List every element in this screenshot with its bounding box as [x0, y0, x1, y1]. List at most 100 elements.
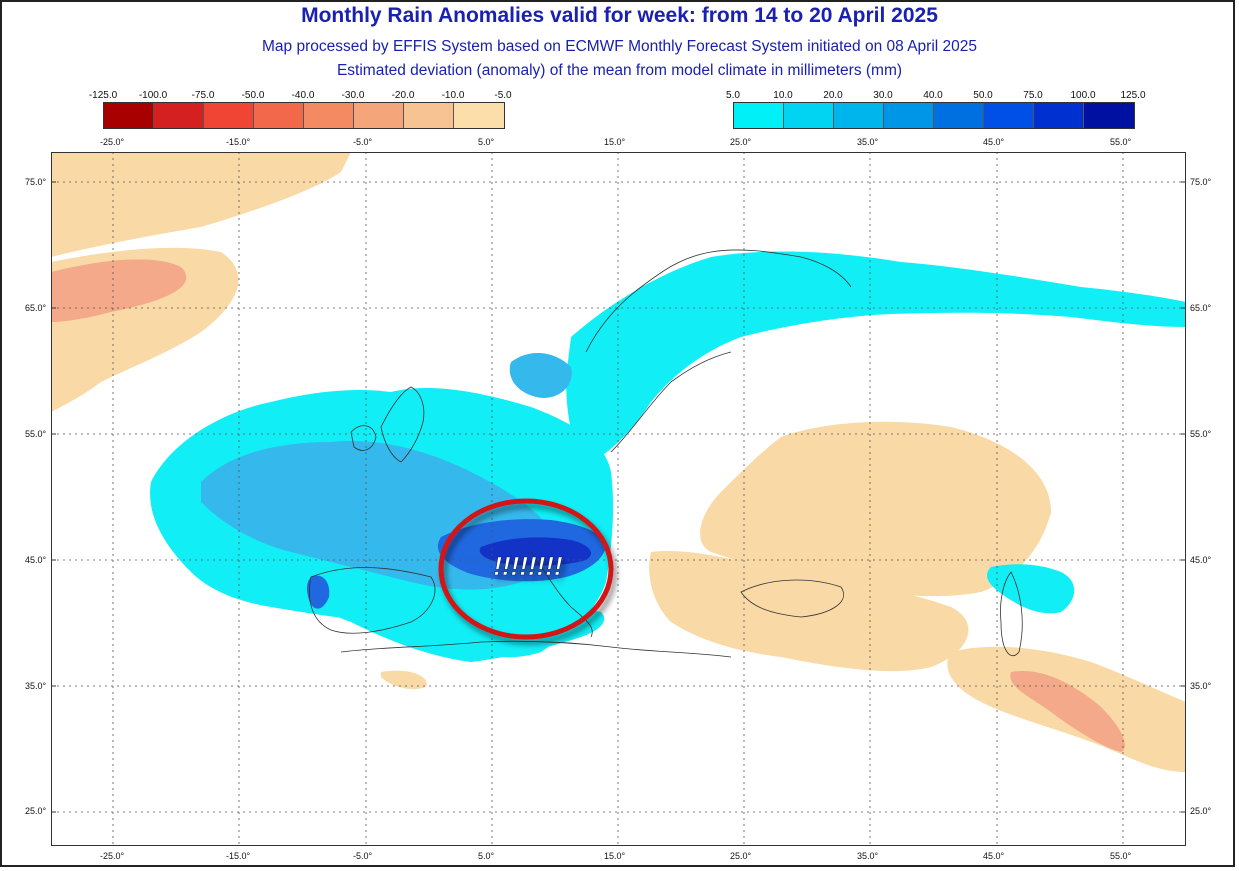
legend-pos-swatch — [884, 103, 934, 128]
lon-label-top: -5.0° — [353, 137, 373, 147]
lon-label-bottom: 5.0° — [478, 851, 495, 861]
dry-anomaly-areas — [51, 152, 1186, 772]
legend-neg-swatch — [404, 103, 454, 128]
wet-area-north-sea — [509, 352, 572, 398]
legend-neg-label: -100.0 — [138, 90, 168, 101]
coastline-baltic — [610, 351, 732, 453]
lat-label-left: 35.0° — [25, 681, 47, 691]
legend-pos-swatch — [934, 103, 984, 128]
legend-neg-label: -40.0 — [291, 90, 315, 101]
legend-pos-swatch — [1084, 103, 1134, 128]
wet-anomaly-areas — [150, 251, 1186, 662]
lon-label-top: 35.0° — [857, 137, 879, 147]
lon-label-top: -15.0° — [226, 137, 251, 147]
legend-neg-label: -75.0 — [191, 90, 215, 101]
lon-label-top: 15.0° — [604, 137, 626, 147]
dry-area-greenland-iceland — [51, 152, 351, 257]
lon-label-bottom: -5.0° — [353, 851, 373, 861]
legend-pos-swatch — [784, 103, 834, 128]
legend-neg-swatch — [204, 103, 254, 128]
legend-pos-label: 50.0 — [973, 90, 993, 101]
wet-area-scandinavia-russia — [566, 251, 1186, 462]
lat-label-right: 55.0° — [1190, 429, 1212, 439]
lon-label-top: 25.0° — [730, 137, 752, 147]
map-border — [51, 152, 1186, 846]
legend-pos-swatch — [834, 103, 884, 128]
legend-neg-label: -10.0 — [441, 90, 465, 101]
coastlines — [309, 249, 1023, 658]
dry-area-north-africa-coast — [381, 670, 427, 689]
lat-label-left: 25.0° — [25, 806, 47, 816]
wet-area-iberia-med — [281, 550, 605, 662]
wet-area-west-iberia — [306, 575, 330, 609]
lon-label-top: 55.0° — [1110, 137, 1132, 147]
lat-label-right: 35.0° — [1190, 681, 1212, 691]
legend-neg-swatch — [354, 103, 404, 128]
coastline-black-sea — [740, 579, 844, 618]
lon-label-bottom: 45.0° — [983, 851, 1005, 861]
coastline-uk — [380, 386, 425, 463]
legend-pos-swatch — [1034, 103, 1084, 128]
legend-pos-label: 10.0 — [773, 90, 793, 101]
legend-positive-colorbar — [733, 102, 1135, 129]
legend-neg-swatch — [154, 103, 204, 128]
map-title: Monthly Rain Anomalies valid for week: f… — [301, 4, 938, 27]
coastline-iberia — [309, 567, 436, 634]
legend-pos-label: 40.0 — [923, 90, 943, 101]
lat-label-left: 75.0° — [25, 177, 47, 187]
dry-area-middle-east-strong — [1010, 671, 1125, 752]
wet-area-caspian — [986, 564, 1075, 614]
lat-label-right: 25.0° — [1190, 806, 1212, 816]
legend-pos-label: 100.0 — [1070, 90, 1096, 101]
highlight-annotation: !!!!!!!! — [438, 498, 614, 640]
legend-positive-labels: 5.0 10.0 20.0 30.0 40.0 50.0 75.0 100.0 … — [726, 90, 1145, 102]
highlight-exclamations: !!!!!!!! — [493, 551, 563, 581]
lat-label-right: 75.0° — [1190, 177, 1212, 187]
wet-area-alps-core — [479, 537, 591, 566]
lon-label-bottom: 55.0° — [1110, 851, 1132, 861]
legend-neg-label: -50.0 — [241, 90, 265, 101]
legend-pos-label: 125.0 — [1120, 90, 1146, 101]
lat-label-right: 45.0° — [1190, 555, 1212, 565]
lon-label-top: 5.0° — [478, 137, 495, 147]
legend-neg-label: -5.0 — [494, 90, 512, 101]
lon-label-bottom: 25.0° — [730, 851, 752, 861]
legend-neg-label: -30.0 — [341, 90, 365, 101]
map-panel: !!!!!!!! — [51, 152, 1186, 846]
lon-label-bottom: -25.0° — [100, 851, 125, 861]
graticule — [51, 152, 1186, 846]
coastline-italy — [530, 551, 593, 638]
legend-neg-label: -20.0 — [391, 90, 415, 101]
lon-label-bottom: 35.0° — [857, 851, 879, 861]
coastline-scandinavia — [585, 249, 852, 353]
legend-pos-label: 30.0 — [873, 90, 893, 101]
map-subtitle-units: Estimated deviation (anomaly) of the mea… — [336, 62, 903, 79]
lat-label-left: 65.0° — [25, 303, 47, 313]
lon-label-top: -25.0° — [100, 137, 125, 147]
lon-label-top: 45.0° — [983, 137, 1005, 147]
dry-area-north-atlantic-strong — [51, 259, 187, 322]
legend-pos-label: 5.0 — [726, 90, 740, 101]
map-subtitle-source: Map processed by EFFIS System based on E… — [261, 38, 978, 55]
legend-neg-swatch — [304, 103, 354, 128]
dry-area-balkans-turkey — [649, 551, 969, 672]
highlight-ring — [438, 498, 614, 640]
legend-neg-swatch — [254, 103, 304, 128]
lat-label-left: 55.0° — [25, 429, 47, 439]
legend-pos-label: 75.0 — [1023, 90, 1043, 101]
legend-negative-colorbar — [103, 102, 505, 129]
lat-label-left: 45.0° — [25, 555, 47, 565]
legend-pos-label: 20.0 — [823, 90, 843, 101]
lon-label-bottom: -15.0° — [226, 851, 251, 861]
legend-negative-labels: -125.0 -100.0 -75.0 -50.0 -40.0 -30.0 -2… — [89, 90, 512, 102]
coastline-ireland — [350, 425, 377, 451]
dry-area-east-europe — [700, 421, 1051, 597]
legend-pos-swatch — [984, 103, 1034, 128]
legend-neg-swatch — [104, 103, 154, 128]
legend-neg-swatch — [454, 103, 504, 128]
lon-label-bottom: 15.0° — [604, 851, 626, 861]
coastline-caspian — [1000, 571, 1023, 657]
coastline-north-africa — [340, 640, 732, 658]
legend-neg-label: -125.0 — [88, 90, 118, 101]
